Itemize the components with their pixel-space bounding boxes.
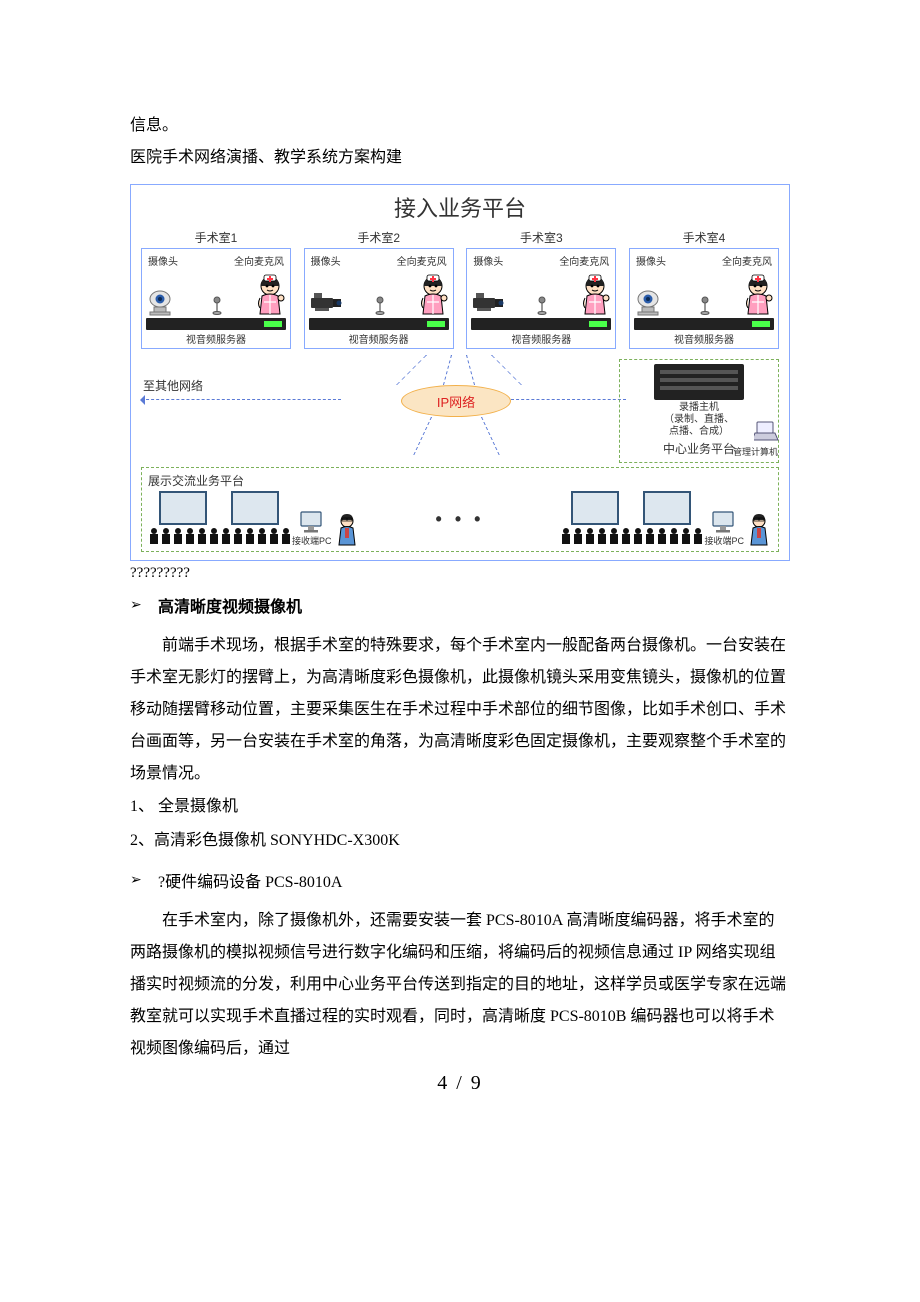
section2-heading: ?硬件编码设备 PCS-8010A [158, 867, 342, 899]
camera-label: 摄像头 [148, 253, 178, 268]
camera-icon [471, 288, 505, 316]
section1-item2: 2、高清彩色摄像机 SONYHDC-X300K [130, 824, 790, 858]
intro-line1: 信息。 [130, 110, 790, 142]
to-other-label: 至其他网络 [143, 377, 203, 394]
camera-label: 摄像头 [636, 253, 666, 268]
triangle-bullet-icon: ➢ [130, 867, 158, 895]
management-laptop-icon [754, 420, 780, 442]
ip-network-node: IP网络 [401, 385, 511, 417]
receiver-pc-label: 接收端PC [292, 534, 332, 547]
diagram-title: 接入业务平台 [131, 185, 789, 225]
intro-line2: 医院手术网络演播、教学系统方案构建 [130, 142, 790, 174]
section1-paragraph: 前端手术现场，根据手术室的特殊要求，每个手术室内一般配备两台摄像机。一台安装在手… [130, 630, 790, 790]
room-3: 手术室3 摄像头 全向麦克风视音频服务器 [466, 229, 616, 349]
section1-heading: 高清晰度视频摄像机 [158, 592, 302, 624]
av-server-icon [309, 318, 449, 330]
projector-screen-icon [571, 491, 619, 525]
recording-host-icon [654, 364, 744, 400]
ellipsis-dots: • • • [436, 509, 485, 530]
middle-row: 至其他网络 IP网络 录播主机 （录制、直播、 点播、合成） 管理计算机 中心业… [131, 355, 789, 467]
receiver-pc-label: 接收端PC [704, 534, 744, 547]
nurse-icon [254, 274, 286, 316]
av-server-icon [146, 318, 286, 330]
system-diagram: 接入业务平台 手术室1摄像头全向麦克风视音频服务器手术室2摄像头全向麦克风视音频… [130, 184, 790, 561]
teacher-icon [334, 513, 360, 547]
microphone-icon [536, 296, 548, 316]
projector-screen-icon [643, 491, 691, 525]
projector-screen-icon [231, 491, 279, 525]
triangle-bullet-icon: ➢ [130, 592, 158, 620]
question-marks-line: ????????? [130, 565, 790, 582]
camera-icon [634, 288, 668, 316]
av-server-icon [634, 318, 774, 330]
receivers-row: 接收端PC • • • 接收端PC [148, 491, 772, 547]
room-box: 摄像头 全向麦克风视音频服务器 [304, 248, 454, 349]
camera-label: 摄像头 [473, 253, 503, 268]
room-1: 手术室1 摄像头 全向麦克风视音频服务器 [141, 229, 291, 349]
room-4: 手术室4 摄像头 全向麦克风视音频服务器 [629, 229, 779, 349]
mic-label: 全向麦克风 [722, 253, 772, 268]
camera-label: 摄像头 [311, 253, 341, 268]
display-platform-title: 展示交流业务平台 [148, 472, 772, 489]
nurse-icon [417, 274, 449, 316]
mic-label: 全向麦克风 [397, 253, 447, 268]
projector-screen-icon [159, 491, 207, 525]
audience-icon [148, 525, 218, 547]
audience-icon [560, 525, 630, 547]
room-box: 摄像头 全向麦克风视音频服务器 [141, 248, 291, 349]
room-box: 摄像头 全向麦克风视音频服务器 [629, 248, 779, 349]
teacher-icon [746, 513, 772, 547]
room-title: 手术室1 [141, 229, 291, 246]
av-server-label: 视音频服务器 [634, 331, 774, 346]
receiver-group-2: 接收端PC [560, 491, 772, 547]
audience-icon [220, 525, 290, 547]
microphone-icon [374, 296, 386, 316]
receiver-pc-icon [299, 510, 325, 534]
audience-icon [632, 525, 702, 547]
receiver-group-1: 接收端PC [148, 491, 360, 547]
room-box: 摄像头 全向麦克风视音频服务器 [466, 248, 616, 349]
camera-icon [146, 288, 180, 316]
mgmt-pc-label: 管理计算机 [733, 445, 778, 458]
mic-label: 全向麦克风 [234, 253, 284, 268]
host-text: 录播主机 （录制、直播、 点播、合成） [624, 402, 774, 438]
section2-paragraph: 在手术室内，除了摄像机外，还需要安装一套 PCS-8010A 高清晰度编码器，将… [130, 905, 790, 1065]
room-title: 手术室4 [629, 229, 779, 246]
av-server-icon [471, 318, 611, 330]
mic-label: 全向麦克风 [559, 253, 609, 268]
rooms-row: 手术室1摄像头全向麦克风视音频服务器手术室2摄像头全向麦克风视音频服务器手术室3… [131, 225, 789, 355]
center-platform-box: 录播主机 （录制、直播、 点播、合成） 管理计算机 中心业务平台 [619, 359, 779, 463]
display-platform-box: 展示交流业务平台 接收端PC • • • 接收端PC [141, 467, 779, 552]
microphone-icon [699, 296, 711, 316]
page-number: 4 / 9 [0, 1072, 920, 1095]
section2-heading-row: ➢ ?硬件编码设备 PCS-8010A [130, 867, 790, 899]
av-server-label: 视音频服务器 [309, 331, 449, 346]
intro-block: 信息。 医院手术网络演播、教学系统方案构建 [130, 110, 790, 174]
camera-icon [309, 288, 343, 316]
microphone-icon [211, 296, 223, 316]
av-server-label: 视音频服务器 [471, 331, 611, 346]
room-2: 手术室2 摄像头 全向麦克风视音频服务器 [304, 229, 454, 349]
room-title: 手术室3 [466, 229, 616, 246]
av-server-label: 视音频服务器 [146, 331, 286, 346]
section1-heading-row: ➢ 高清晰度视频摄像机 [130, 592, 790, 624]
arrow-left [141, 399, 341, 400]
receiver-pc-icon [711, 510, 737, 534]
nurse-icon [742, 274, 774, 316]
section1-item1: 1、 全景摄像机 [130, 790, 790, 824]
nurse-icon [579, 274, 611, 316]
room-title: 手术室2 [304, 229, 454, 246]
